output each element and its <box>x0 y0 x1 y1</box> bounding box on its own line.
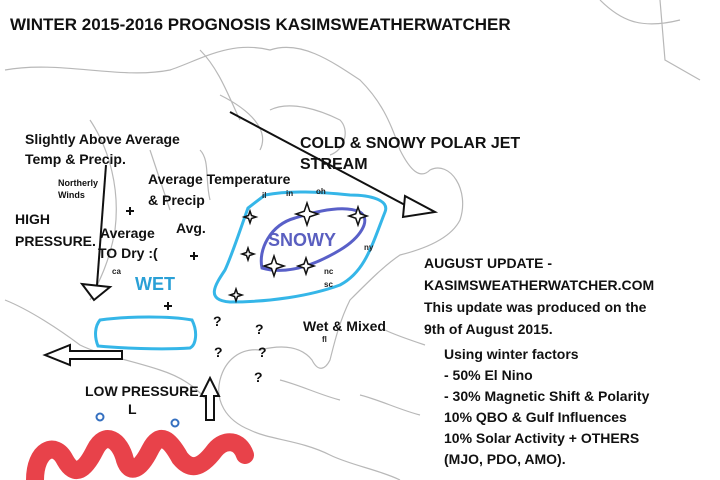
star <box>346 204 370 228</box>
label: Wet & Mixed <box>303 318 386 334</box>
factor-line: - 50% El Nino <box>444 367 533 383</box>
plus <box>164 302 172 310</box>
state-label: il <box>262 191 266 200</box>
plus <box>190 252 198 260</box>
storm-track <box>26 430 254 480</box>
star <box>241 208 259 226</box>
state-label: ca <box>112 267 121 276</box>
star <box>293 200 321 228</box>
state-label: oh <box>316 187 326 196</box>
label: Avg. <box>176 220 206 236</box>
factors-block: Using winter factors - 50% El Nino - 30% M… <box>444 346 650 467</box>
northerly-line <box>96 164 107 286</box>
question-mark: ? <box>254 369 263 385</box>
label: Slightly Above Average <box>25 131 180 147</box>
factor-line: 10% QBO & Gulf Influences <box>444 409 627 425</box>
plus <box>126 207 134 215</box>
label: Average <box>100 225 155 241</box>
star <box>295 255 317 277</box>
label: PRESSURE. <box>15 233 96 249</box>
star <box>239 245 257 263</box>
label: STREAM <box>300 156 368 173</box>
label: Temp & Precip. <box>25 151 126 167</box>
question-mark: ? <box>255 321 264 337</box>
update-line: This update was produced on the <box>424 299 647 315</box>
label: & Precip <box>148 192 205 208</box>
label: L <box>128 401 137 417</box>
jet-stream-head <box>401 194 439 219</box>
state-label: sc <box>324 280 333 289</box>
update-block: AUGUST UPDATE - KASIMSWEATHERWATCHER.COM T… <box>424 255 654 337</box>
star <box>261 253 287 279</box>
state-label: in <box>286 189 293 198</box>
label: SNOWY <box>268 230 336 250</box>
label: Average Temperature <box>148 171 291 187</box>
northerly-head <box>79 282 113 302</box>
label: LOW PRESSURE <box>85 383 199 399</box>
factor-line: (MJO, PDO, AMO). <box>444 451 566 467</box>
state-label: nc <box>324 267 334 276</box>
state-label: ny <box>364 243 374 252</box>
update-line: 9th of August 2015. <box>424 321 553 337</box>
low-marker <box>95 412 105 422</box>
factor-line: 10% Solar Activity + OTHERS <box>444 430 639 446</box>
jet-stream-line <box>229 111 406 206</box>
label: COLD & SNOWY POLAR JET <box>300 135 520 152</box>
low-marker <box>170 418 180 428</box>
update-line: KASIMSWEATHERWATCHER.COM <box>424 277 654 293</box>
west-arrow <box>42 343 123 367</box>
wet-region <box>94 315 198 351</box>
label: Winds <box>58 190 85 200</box>
label: WET <box>135 274 175 294</box>
question-mark: ? <box>214 344 223 360</box>
question-mark: ? <box>213 313 222 329</box>
snowy-region <box>212 190 388 304</box>
label: Northerly <box>58 178 98 188</box>
factor-line: - 30% Magnetic Shift & Polarity <box>444 388 650 404</box>
title: WINTER 2015-2016 PROGNOSIS KASIMSWEATHER… <box>10 15 511 34</box>
star <box>227 286 245 304</box>
update-line: AUGUST UPDATE - <box>424 255 552 271</box>
question-mark: ? <box>258 344 267 360</box>
north-arrow <box>199 375 221 421</box>
label: TO Dry :( <box>98 245 158 261</box>
label: HIGH <box>15 211 50 227</box>
factor-line: Using winter factors <box>444 346 579 362</box>
state-label: fl <box>322 335 327 344</box>
